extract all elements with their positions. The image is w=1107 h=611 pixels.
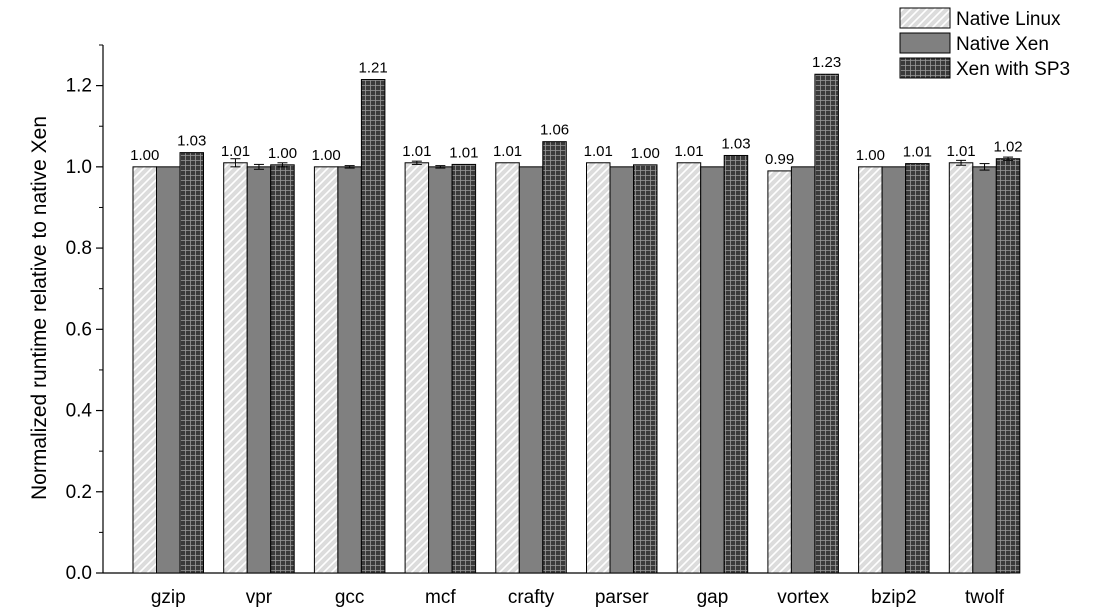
bar-native-linux-twolf [948, 162, 974, 574]
y-tick-label: 0.8 [66, 238, 92, 259]
legend-label: Native Xen [956, 34, 1049, 55]
legend-swatch [899, 32, 951, 54]
data-label: 1.01 [674, 143, 703, 160]
x-tick-label: gzip [151, 587, 186, 608]
bar-xen-with-sp3-bzip2 [905, 163, 930, 574]
y-tick-label: 1.0 [66, 157, 92, 178]
data-label: 1.06 [540, 122, 569, 139]
bar-xen-with-sp3-vpr [270, 164, 295, 574]
bar-xen-with-sp3-gcc [360, 79, 386, 574]
y-tick-label: 0.6 [66, 319, 92, 340]
data-label: 1.01 [584, 143, 613, 160]
x-tick-labels: gzip vpr gcc mcf crafty parser gap vortex bzip2 t… [151, 587, 1005, 608]
bar-xen-with-sp3-vortex [814, 73, 839, 574]
y-tick-label: 0.0 [66, 563, 92, 584]
bar-native-xen-vpr [246, 166, 272, 574]
legend-swatch [899, 7, 951, 29]
legend-swatch [899, 57, 951, 79]
bar-native-xen-vortex [790, 166, 816, 574]
error-bars [230, 156, 1014, 171]
bar-native-xen-parser [609, 166, 634, 574]
data-label: 1.00 [268, 145, 297, 162]
data-label: 1.00 [856, 147, 885, 164]
data-label: 1.01 [903, 144, 932, 161]
bar-xen-with-sp3-parser [633, 164, 658, 574]
data-label: 1.01 [946, 143, 975, 160]
bar-native-linux-bzip2 [858, 166, 883, 574]
bar-native-linux-gzip [132, 166, 157, 574]
y-tick-label: 0.2 [66, 482, 92, 503]
data-label: 1.03 [177, 133, 206, 150]
bar-xen-with-sp3-twolf [995, 158, 1021, 574]
bar-native-xen-gzip [156, 166, 181, 574]
bar-native-linux-gap [676, 162, 702, 574]
bar-xen-with-sp3-gap [723, 154, 749, 574]
x-tick-label: mcf [425, 587, 456, 608]
x-tick-label: vpr [246, 587, 273, 608]
bar-xen-with-sp3-crafty [542, 141, 567, 574]
data-label: 1.02 [993, 139, 1022, 156]
bar-native-xen-bzip2 [881, 166, 907, 574]
bar-native-linux-gcc [313, 166, 339, 574]
y-tick-label: 0.4 [66, 401, 93, 422]
legend-label: Xen with SP3 [956, 59, 1070, 80]
data-label: 1.21 [359, 60, 388, 77]
x-tick-label: bzip2 [871, 587, 916, 608]
y-ticks: 0.0 0.2 0.4 0.6 0.8 1.0 1.2 [66, 44, 103, 584]
data-label: 1.00 [312, 147, 341, 164]
bar-native-xen-crafty [518, 166, 544, 574]
data-label: 1.00 [130, 147, 159, 164]
data-label: 1.01 [402, 143, 431, 160]
x-tick-label: crafty [508, 587, 555, 608]
bar-xen-with-sp3-gzip [179, 152, 204, 574]
y-axis-title: Normalized runtime relative to native Xe… [28, 116, 51, 500]
legend: Native Linux Native Xen Xen with SP3 [899, 7, 1070, 80]
data-label: 1.00 [631, 145, 660, 162]
x-tick-label: parser [595, 587, 650, 608]
bar-native-xen-gcc [337, 166, 362, 574]
x-tick-label: twolf [965, 587, 1005, 608]
x-tick-label: gap [697, 587, 729, 608]
bar-native-linux-vpr [223, 162, 248, 574]
data-label: 1.01 [493, 143, 522, 160]
x-tick-label: gcc [335, 587, 365, 608]
bars [132, 73, 1021, 574]
data-labels: 1.00 1.03 1.01 1.00 1.00 1.21 1.01 1.01 1.01 1.06… [130, 54, 1023, 168]
bar-native-linux-parser [586, 162, 611, 574]
data-label: 1.01 [449, 144, 478, 161]
data-label: 1.23 [812, 54, 841, 71]
bar-native-xen-gap [700, 166, 725, 574]
bar-native-linux-crafty [495, 162, 520, 574]
data-label: 1.01 [221, 143, 250, 160]
bar-xen-with-sp3-mcf [451, 163, 477, 574]
bar-native-xen-mcf [428, 166, 453, 574]
bar-native-linux-mcf [404, 162, 430, 574]
bar-native-linux-vortex [767, 170, 792, 574]
data-label: 0.99 [765, 151, 794, 168]
data-label: 1.03 [721, 135, 750, 152]
x-tick-label: vortex [777, 587, 829, 608]
bar-native-xen-twolf [972, 166, 997, 574]
y-tick-label: 1.2 [66, 76, 92, 97]
legend-label: Native Linux [956, 9, 1061, 30]
